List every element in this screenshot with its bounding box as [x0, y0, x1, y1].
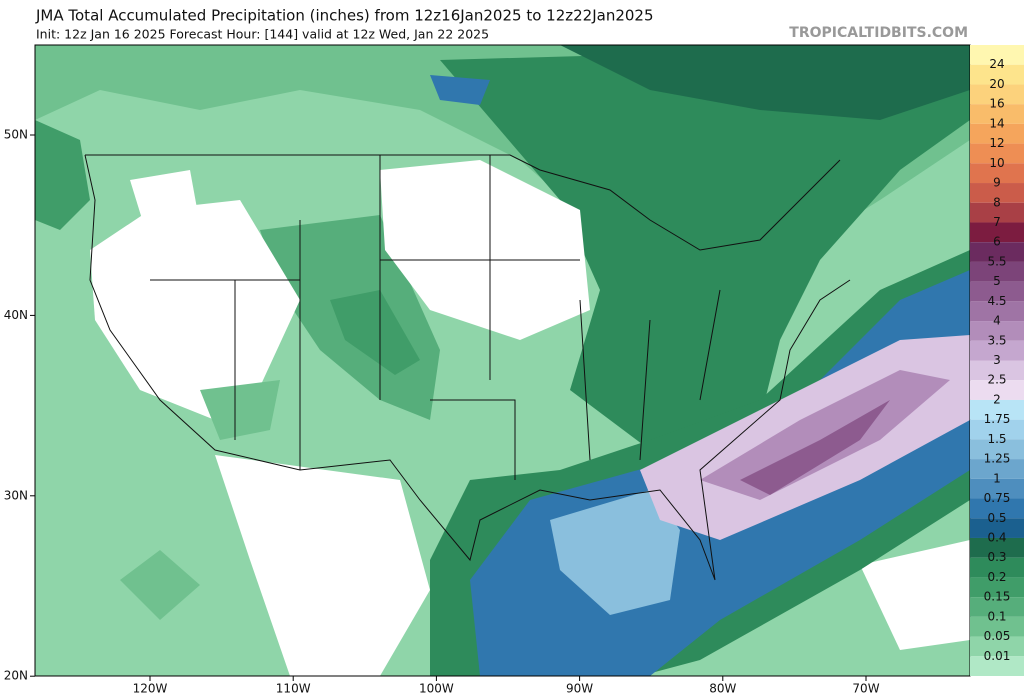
lat-label: 40N	[4, 308, 28, 322]
colorbar-label: 14	[989, 116, 1004, 130]
lat-label: 20N	[4, 669, 28, 683]
precip-map	[35, 45, 970, 676]
colorbar-label: 0.4	[987, 530, 1006, 544]
color-swatch	[970, 242, 1024, 262]
color-swatch	[970, 163, 1024, 184]
color-swatch	[970, 656, 1024, 676]
color-swatch	[970, 183, 1024, 203]
colorbar: 24 20 16 14 12 10 9 8 7 6 5.5 5 4.5 4 3.5 3 2.5 2 1.75 1.5 1…	[970, 45, 1024, 676]
lon-label: 80W	[709, 682, 736, 696]
colorbar-label: 3	[993, 353, 1001, 367]
colorbar-label: 1	[993, 471, 1001, 485]
color-swatch	[970, 281, 1024, 302]
colorbar-label: 0.01	[984, 649, 1011, 663]
color-swatch	[970, 104, 1024, 124]
colorbar-label: 7	[993, 215, 1001, 229]
colorbar-label: 0.15	[984, 590, 1011, 604]
lon-label: 110W	[276, 682, 311, 696]
lon-label: 120W	[133, 682, 168, 696]
colorbar-label: 9	[993, 176, 1001, 190]
color-swatch	[970, 498, 1024, 519]
colorbar-label: 5	[993, 274, 1001, 288]
colorbar-label: 1.25	[984, 452, 1011, 466]
title: JMA Total Accumulated Precipitation (inc…	[35, 7, 654, 25]
lat-label: 30N	[4, 488, 28, 502]
colorbar-label: 3.5	[987, 333, 1006, 347]
colorbar-label: 0.2	[987, 570, 1006, 584]
color-swatch	[970, 616, 1024, 637]
color-swatch	[970, 537, 1024, 558]
colorbar-label: 6	[993, 235, 1001, 249]
color-swatch	[970, 222, 1024, 243]
color-swatch	[970, 123, 1024, 144]
color-swatch	[970, 143, 1024, 164]
colorbar-label: 10	[989, 156, 1004, 170]
color-swatch	[970, 84, 1024, 105]
color-swatch	[970, 340, 1024, 361]
colorbar-label: 0.5	[987, 511, 1006, 525]
color-swatch	[970, 419, 1024, 440]
colorbar-label: 0.05	[984, 629, 1011, 643]
colorbar-label: 0.1	[987, 609, 1006, 623]
colorbar-label: 12	[989, 136, 1004, 150]
color-swatch	[970, 577, 1024, 598]
color-swatch	[970, 557, 1024, 578]
colorbar-label: 0.3	[987, 550, 1006, 564]
color-swatch	[970, 202, 1024, 223]
colorbar-label: 1.5	[987, 432, 1006, 446]
color-swatch	[970, 459, 1024, 479]
colorbar-label: 8	[993, 195, 1001, 209]
color-swatch	[970, 399, 1024, 420]
lon-label: 70W	[852, 682, 879, 696]
colorbar-label: 1.75	[984, 412, 1011, 426]
color-swatch	[970, 301, 1024, 322]
color-swatch	[970, 597, 1024, 617]
color-swatch	[970, 321, 1024, 341]
colorbar-label: 2	[993, 392, 1001, 406]
colorbar-label: 4	[993, 314, 1001, 328]
colorbar-label: 0.75	[984, 491, 1011, 505]
map-axes: 50N 40N 30N 20N 120W 110W 100W 90W 80W 70W	[4, 128, 880, 696]
colorbar-label: 4.5	[987, 294, 1006, 308]
colorbar-label: 5.5	[987, 254, 1006, 268]
colorbar-label: 2.5	[987, 373, 1006, 387]
color-swatch	[970, 360, 1024, 381]
color-swatch	[970, 478, 1024, 499]
color-swatch	[970, 380, 1024, 400]
color-swatch	[970, 518, 1024, 538]
lon-label: 90W	[566, 682, 593, 696]
colorbar-label: 24	[989, 57, 1004, 71]
lat-label: 50N	[4, 128, 28, 142]
watermark: TROPICALTIDBITS.COM	[789, 25, 968, 41]
color-swatch	[970, 64, 1024, 85]
colorbar-label: 16	[989, 97, 1004, 111]
colorbar-label: 20	[989, 77, 1004, 91]
color-swatch	[970, 636, 1024, 657]
color-swatch	[970, 439, 1024, 460]
color-swatch	[970, 45, 1024, 65]
lon-label: 100W	[419, 682, 454, 696]
color-swatch	[970, 261, 1024, 282]
subtitle: Init: 12z Jan 16 2025 Forecast Hour: [14…	[36, 27, 489, 42]
